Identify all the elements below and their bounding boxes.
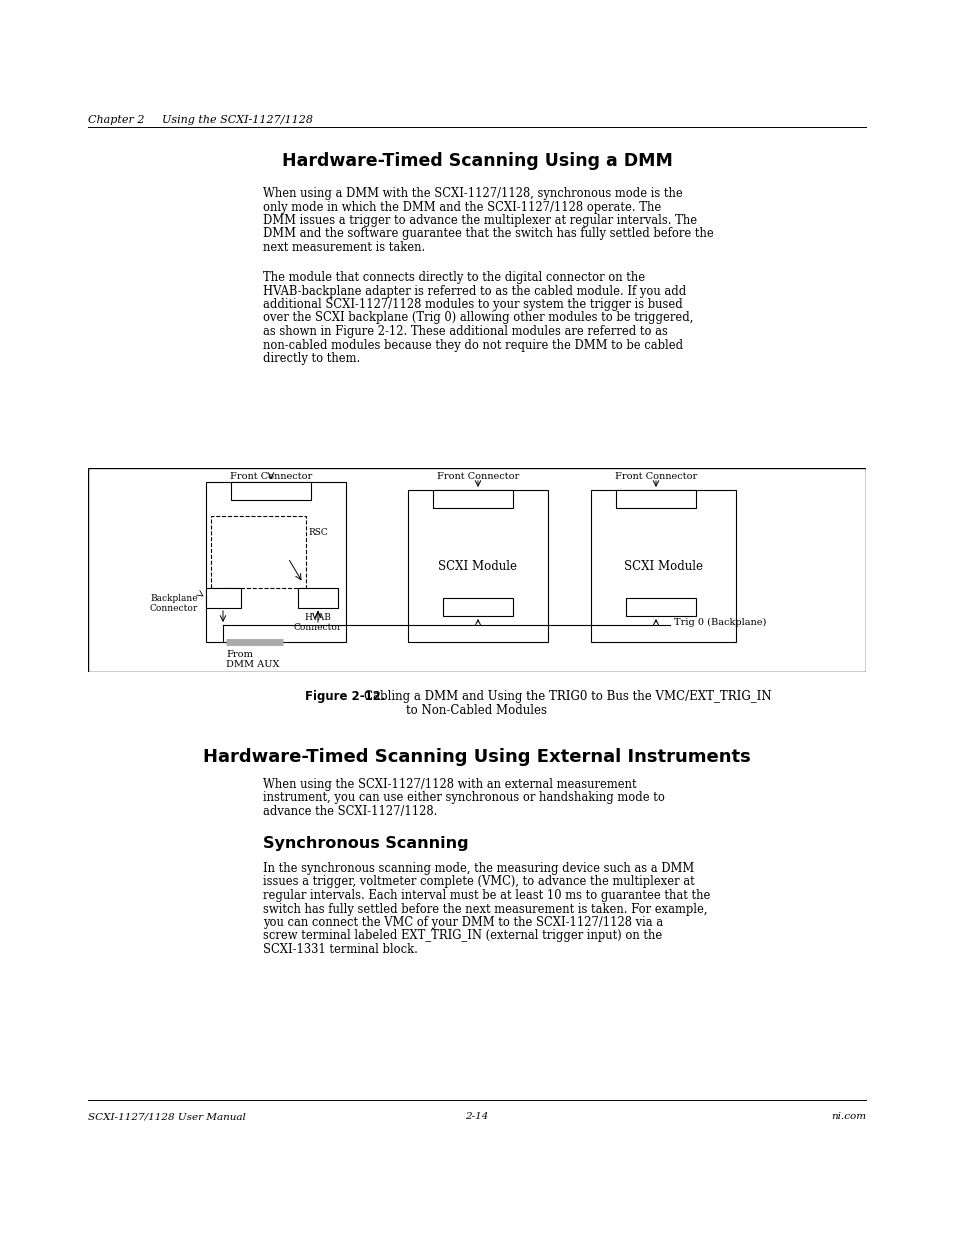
Bar: [206, 588, 241, 608]
Text: When using the SCXI-1127/1128 with an external measurement: When using the SCXI-1127/1128 with an ex…: [263, 778, 636, 790]
Text: Synchronous Scanning: Synchronous Scanning: [263, 836, 468, 851]
Text: you can connect the VMC of your DMM to the SCXI-1127/1128 via a: you can connect the VMC of your DMM to t…: [263, 916, 662, 929]
Text: HVAB-backplane adapter is referred to as the cabled module. If you add: HVAB-backplane adapter is referred to as…: [263, 284, 685, 298]
Text: In the synchronous scanning mode, the measuring device such as a DMM: In the synchronous scanning mode, the me…: [263, 862, 694, 876]
Text: to Non-Cabled Modules: to Non-Cabled Modules: [406, 704, 547, 718]
Text: over the SCXI backplane (Trig 0) allowing other modules to be triggered,: over the SCXI backplane (Trig 0) allowin…: [263, 311, 693, 325]
Text: SCXI Module: SCXI Module: [438, 559, 517, 573]
Text: Trig 0 (Backplane): Trig 0 (Backplane): [673, 618, 765, 626]
Bar: [625, 598, 696, 616]
Text: SCXI-1331 terminal block.: SCXI-1331 terminal block.: [263, 944, 417, 956]
Text: instrument, you can use either synchronous or handshaking mode to: instrument, you can use either synchrono…: [263, 792, 664, 804]
Text: only mode in which the DMM and the SCXI-1127/1128 operate. The: only mode in which the DMM and the SCXI-…: [263, 200, 660, 214]
Text: SCXI Module: SCXI Module: [623, 559, 702, 573]
Text: Hardware-Timed Scanning Using a DMM: Hardware-Timed Scanning Using a DMM: [281, 152, 672, 170]
Text: regular intervals. Each interval must be at least 10 ms to guarantee that the: regular intervals. Each interval must be…: [263, 889, 710, 902]
Text: issues a trigger, voltmeter complete (VMC), to advance the multiplexer at: issues a trigger, voltmeter complete (VM…: [263, 876, 694, 888]
Text: From
DMM AUX: From DMM AUX: [226, 650, 279, 669]
Text: Chapter 2     Using the SCXI-1127/1128: Chapter 2 Using the SCXI-1127/1128: [88, 115, 313, 125]
Text: Hardware-Timed Scanning Using External Instruments: Hardware-Timed Scanning Using External I…: [203, 748, 750, 766]
Text: HVAB
Connector: HVAB Connector: [294, 613, 342, 632]
Text: 2-14: 2-14: [465, 1112, 488, 1121]
Bar: [442, 598, 513, 616]
Text: Backplane
Connector: Backplane Connector: [150, 594, 198, 614]
Text: non-cabled modules because they do not require the DMM to be cabled: non-cabled modules because they do not r…: [263, 338, 682, 352]
Bar: [297, 588, 337, 608]
Text: ni.com: ni.com: [830, 1112, 865, 1121]
Text: additional SCXI-1127/1128 modules to your system the trigger is bused: additional SCXI-1127/1128 modules to you…: [263, 298, 682, 311]
Bar: [590, 490, 735, 642]
Text: SCXI-1127/1128 User Manual: SCXI-1127/1128 User Manual: [88, 1112, 246, 1121]
Text: Front Connector: Front Connector: [436, 472, 518, 480]
Bar: [433, 490, 513, 508]
Text: Cabling a DMM and Using the TRIG0 to Bus the VMC/EXT_TRIG_IN: Cabling a DMM and Using the TRIG0 to Bus…: [364, 690, 771, 703]
Bar: [408, 490, 547, 642]
Text: next measurement is taken.: next measurement is taken.: [263, 241, 425, 254]
Text: RSC: RSC: [308, 529, 328, 537]
Text: Figure 2-12.: Figure 2-12.: [305, 690, 385, 703]
Text: Front Connector: Front Connector: [615, 472, 697, 480]
Bar: [211, 516, 306, 588]
Text: as shown in Figure 2-12. These additional modules are referred to as: as shown in Figure 2-12. These additiona…: [263, 325, 667, 338]
Text: The module that connects directly to the digital connector on the: The module that connects directly to the…: [263, 270, 644, 284]
Bar: [231, 482, 311, 500]
Text: DMM and the software guarantee that the switch has fully settled before the: DMM and the software guarantee that the …: [263, 227, 713, 241]
Bar: [616, 490, 696, 508]
Text: switch has fully settled before the next measurement is taken. For example,: switch has fully settled before the next…: [263, 903, 707, 915]
Text: advance the SCXI-1127/1128.: advance the SCXI-1127/1128.: [263, 805, 436, 818]
Text: When using a DMM with the SCXI-1127/1128, synchronous mode is the: When using a DMM with the SCXI-1127/1128…: [263, 186, 682, 200]
Text: screw terminal labeled EXT_TRIG_IN (external trigger input) on the: screw terminal labeled EXT_TRIG_IN (exte…: [263, 930, 661, 942]
Text: Front Connector: Front Connector: [230, 472, 312, 480]
Bar: [206, 482, 346, 642]
Text: DMM issues a trigger to advance the multiplexer at regular intervals. The: DMM issues a trigger to advance the mult…: [263, 214, 697, 227]
Text: directly to them.: directly to them.: [263, 352, 360, 366]
